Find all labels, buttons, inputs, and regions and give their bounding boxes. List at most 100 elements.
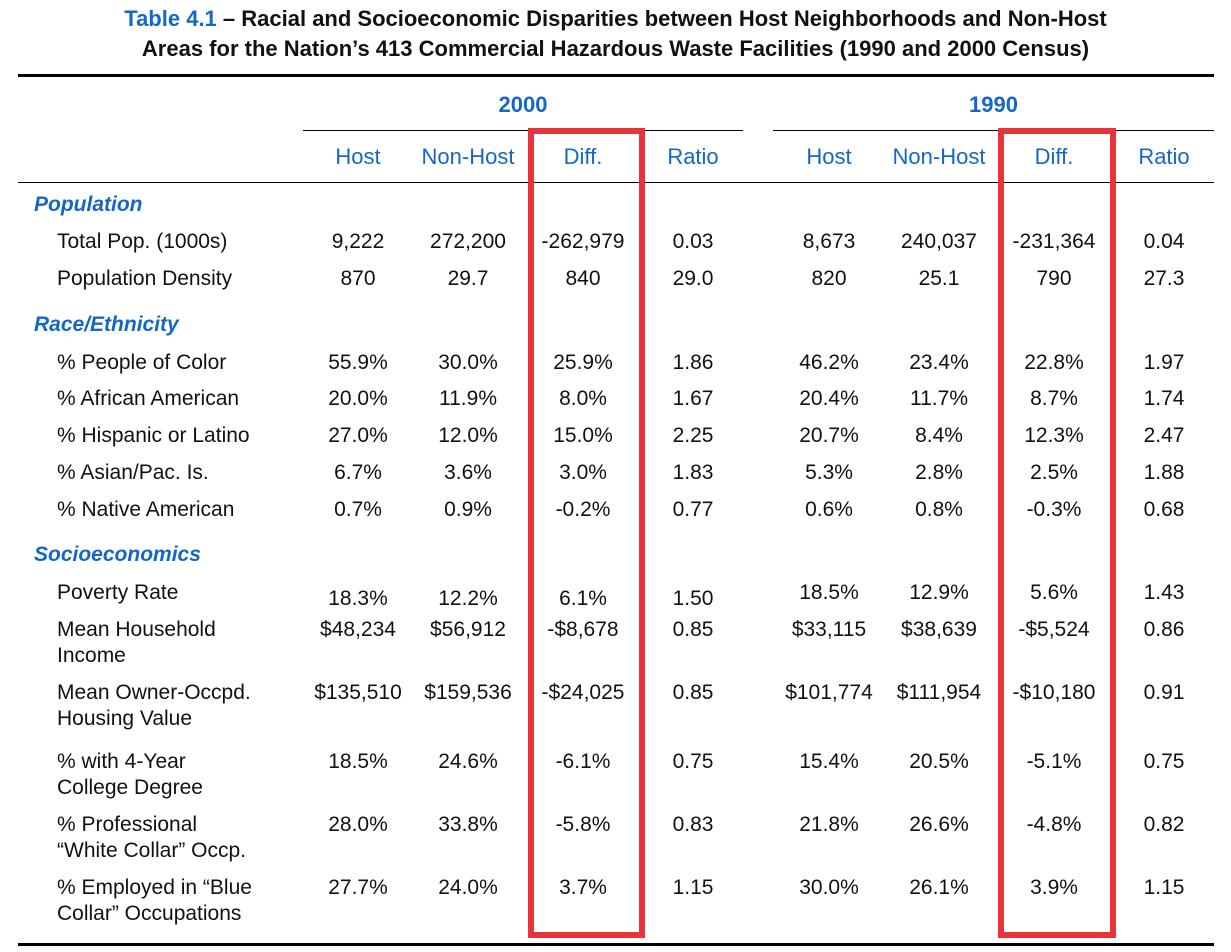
column-header-diff-2000: Diff. (563, 144, 603, 169)
cell-nonhost-2000: 3.6% (444, 461, 492, 484)
cell-host-1990: $33,115 (791, 618, 867, 641)
cell-host-2000: 27.7% (328, 876, 388, 899)
row-label: % People of Color (57, 350, 226, 376)
column-header-nonhost-1990: Non-Host (892, 144, 986, 169)
cell-diff-2000: -262,979 (541, 230, 625, 253)
top-rule (18, 74, 1214, 77)
cell-nonhost-2000: 30.0% (438, 351, 498, 374)
column-header-nonhost-2000: Non-Host (421, 144, 515, 169)
cell-nonhost-2000: 24.0% (438, 876, 498, 899)
cell-host-2000: 55.9% (328, 351, 388, 374)
diff-1990-highlight-box (998, 128, 1116, 938)
cell-ratio-2000: 29.0 (672, 267, 714, 290)
diff-2000-highlight-box (528, 128, 645, 938)
cell-host-1990: 20.7% (799, 424, 859, 447)
cell-host-1990: 5.3% (805, 461, 853, 484)
column-header-ratio-1990: Ratio (1138, 144, 1190, 169)
cell-diff-2000: 3.7% (559, 876, 607, 899)
section-heading: Race/Ethnicity (34, 313, 179, 336)
column-header-host-2000: Host (335, 144, 381, 169)
cell-diff-2000: -5.8% (555, 813, 611, 836)
cell-ratio-2000: 2.25 (672, 424, 714, 447)
cell-host-2000: 20.0% (328, 387, 388, 410)
row-label-line: % Professional (57, 813, 198, 836)
cell-host-1990: $101,774 (785, 681, 873, 704)
title-line-1: – Racial and Socioeconomic Disparities b… (216, 6, 1107, 31)
row-label-line: Total Pop. (1000s) (57, 230, 228, 253)
cell-ratio-2000: 0.83 (672, 813, 714, 836)
table-number: Table 4.1 (124, 6, 217, 31)
cell-diff-2000: -$8,678 (547, 618, 619, 641)
cell-nonhost-1990: 20.5% (909, 750, 969, 773)
cell-ratio-2000: 1.86 (672, 351, 714, 374)
cell-nonhost-2000: 12.0% (438, 424, 498, 447)
year-header-2000: 2000 (498, 92, 548, 117)
row-label: Total Pop. (1000s) (57, 229, 227, 255)
year-rule-2000 (303, 130, 743, 131)
row-label: % with 4-Year College Degree (57, 749, 203, 801)
cell-ratio-2000: 0.85 (672, 681, 714, 704)
row-label-line: % People of Color (57, 351, 227, 374)
cell-diff-2000: -6.1% (555, 750, 611, 773)
cell-diff-1990: 8.7% (1030, 387, 1078, 410)
cell-nonhost-1990: 26.1% (909, 876, 969, 899)
cell-host-2000: 9,222 (331, 230, 385, 253)
cell-host-1990: 46.2% (799, 351, 859, 374)
cell-host-2000: $135,510 (314, 681, 402, 704)
cell-ratio-1990: 1.97 (1143, 351, 1185, 374)
cell-host-1990: 30.0% (799, 876, 859, 899)
row-label: % Asian/Pac. Is. (57, 460, 209, 486)
cell-ratio-2000: 0.75 (672, 750, 714, 773)
cell-host-2000: 870 (340, 267, 376, 290)
cell-diff-1990: -0.3% (1026, 498, 1082, 521)
row-label: % Native American (57, 497, 234, 523)
cell-ratio-1990: 27.3 (1143, 267, 1185, 290)
row-label-line: College Degree (57, 776, 203, 799)
cell-diff-1990: -$5,524 (1018, 618, 1090, 641)
cell-ratio-2000: 1.50 (672, 587, 714, 610)
cell-nonhost-2000: $159,536 (424, 681, 512, 704)
cell-nonhost-1990: 23.4% (909, 351, 969, 374)
cell-diff-2000: 8.0% (559, 387, 607, 410)
cell-host-2000: 18.5% (328, 750, 388, 773)
row-label: % Hispanic or Latino (57, 423, 250, 449)
cell-host-2000: $48,234 (320, 618, 396, 641)
cell-host-1990: 21.8% (799, 813, 859, 836)
cell-ratio-2000: 1.15 (672, 876, 714, 899)
cell-ratio-1990: 1.88 (1143, 461, 1185, 484)
row-label-line: Collar” Occupations (57, 902, 242, 925)
cell-host-2000: 6.7% (334, 461, 382, 484)
header-rule (18, 182, 1214, 183)
year-rule-1990 (773, 130, 1214, 131)
cell-diff-2000: -0.2% (555, 498, 611, 521)
cell-diff-1990: -5.1% (1026, 750, 1082, 773)
row-label-line: Poverty Rate (57, 581, 179, 604)
cell-host-1990: 8,673 (802, 230, 856, 253)
cell-diff-1990: 3.9% (1030, 876, 1078, 899)
row-label-line: Income (57, 644, 126, 667)
cell-nonhost-2000: 272,200 (430, 230, 506, 253)
cell-nonhost-1990: 8.4% (915, 424, 963, 447)
cell-host-1990: 20.4% (799, 387, 859, 410)
row-label: Poverty Rate (57, 580, 178, 606)
cell-diff-1990: 5.6% (1030, 581, 1078, 604)
cell-ratio-1990: 1.15 (1143, 876, 1185, 899)
cell-ratio-1990: 0.75 (1143, 750, 1185, 773)
cell-nonhost-1990: 2.8% (915, 461, 963, 484)
cell-ratio-2000: 1.67 (672, 387, 714, 410)
row-label-line: Mean Household (57, 618, 216, 641)
cell-nonhost-1990: $38,639 (901, 618, 977, 641)
cell-nonhost-1990: 0.8% (915, 498, 963, 521)
row-label: % Professional “White Collar” Occp. (57, 812, 246, 864)
cell-diff-2000: 15.0% (553, 424, 613, 447)
cell-diff-1990: -231,364 (1012, 230, 1096, 253)
cell-ratio-1990: 0.86 (1143, 618, 1185, 641)
row-label: Mean Owner-Occpd. Housing Value (57, 680, 251, 732)
cell-ratio-2000: 1.83 (672, 461, 714, 484)
cell-ratio-1990: 1.74 (1143, 387, 1185, 410)
cell-diff-1990: 790 (1036, 267, 1072, 290)
cell-diff-1990: 2.5% (1030, 461, 1078, 484)
column-header-ratio-2000: Ratio (667, 144, 719, 169)
row-label-line: % Employed in “Blue (57, 876, 252, 899)
cell-ratio-1990: 0.91 (1143, 681, 1185, 704)
